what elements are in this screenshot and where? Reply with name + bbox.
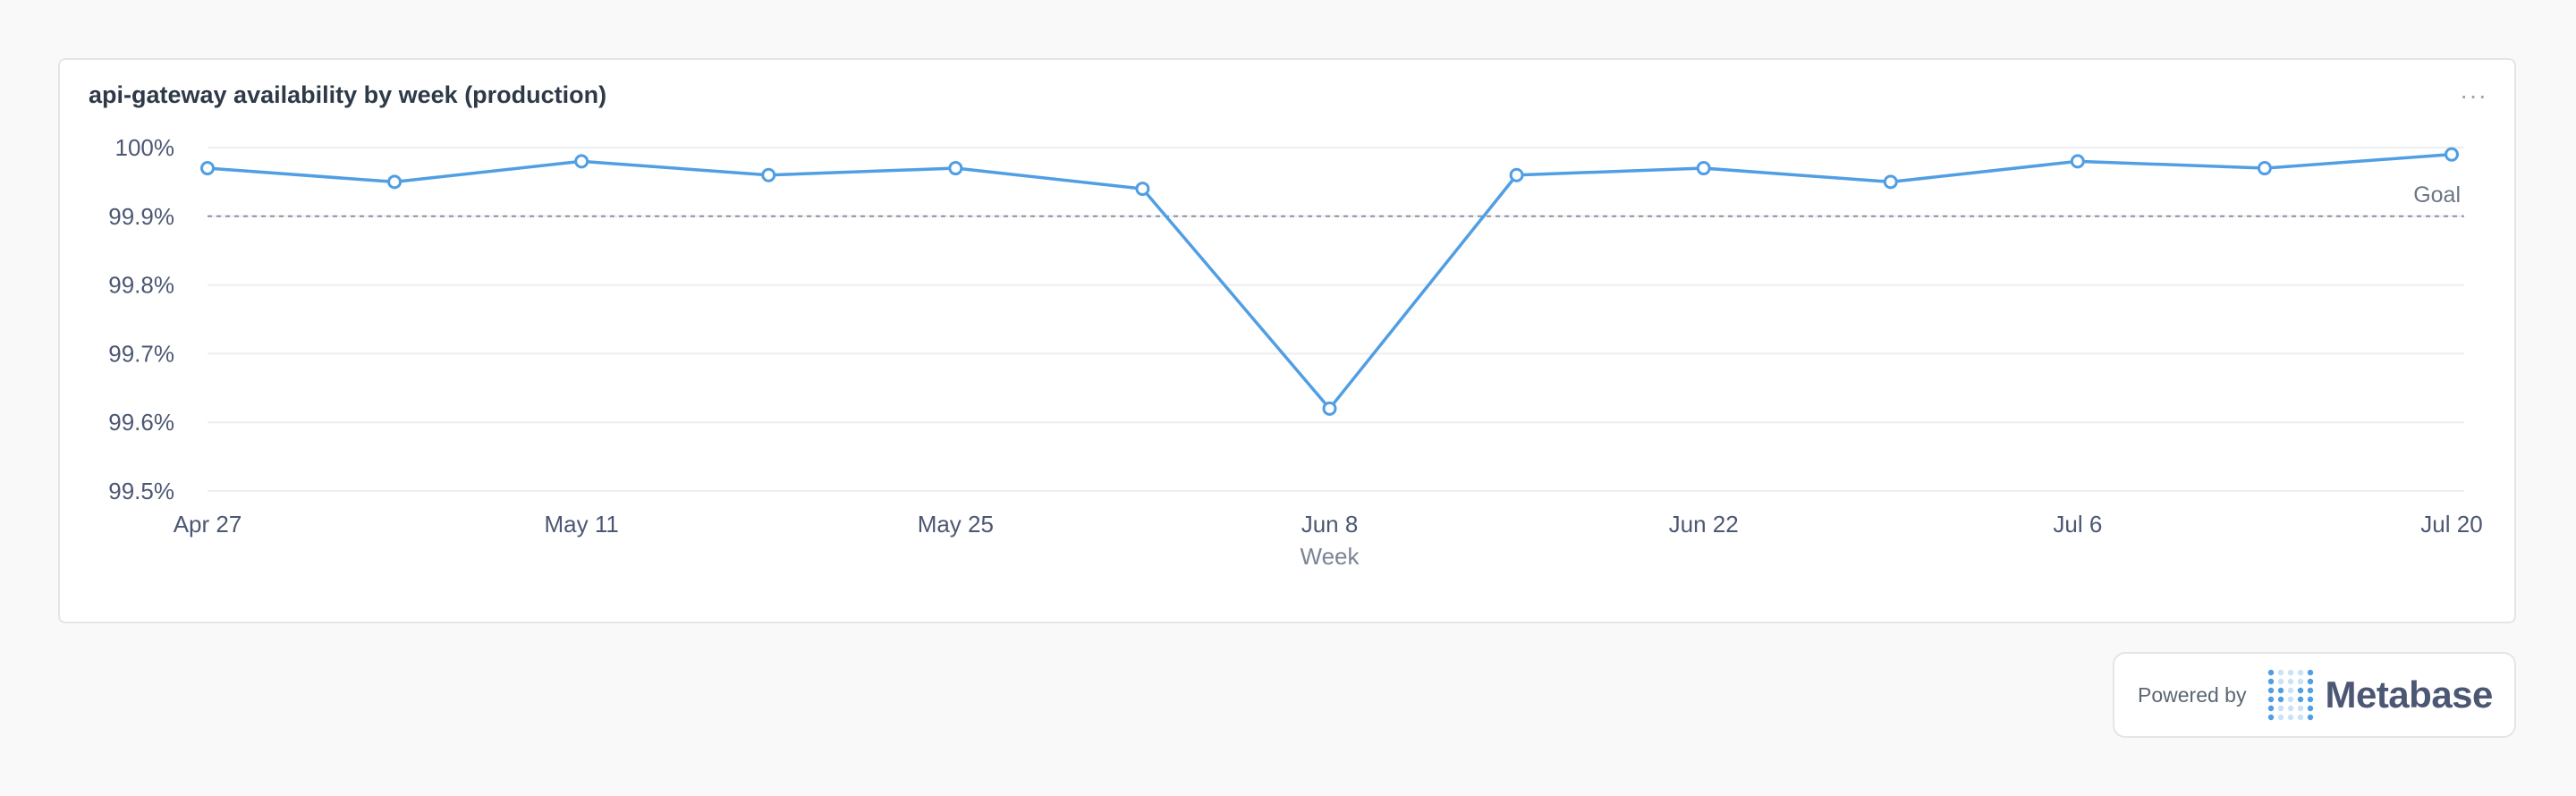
data-point (1322, 401, 1337, 416)
data-point (2070, 154, 2085, 169)
logo-dot (2308, 678, 2314, 685)
data-point (948, 161, 963, 176)
series-line (207, 152, 2453, 411)
logo-dot (2268, 669, 2275, 676)
y-tick-label: 99.9% (108, 203, 174, 230)
data-point (1509, 167, 1524, 182)
line-chart: 99.5% 99.6% 99.7% 99.8% 99.9% 100% Goal Apr 27 M… (108, 134, 2482, 570)
logo-dot (2288, 687, 2294, 694)
logo-dot (2288, 705, 2294, 712)
logo-dot (2278, 678, 2284, 685)
x-tick-label: Jul 6 (2053, 511, 2102, 538)
logo-dot (2288, 678, 2294, 685)
logo-dot (2298, 714, 2304, 721)
logo-dot (2298, 687, 2304, 694)
logo-dot (2298, 705, 2304, 712)
data-point (761, 167, 776, 182)
data-point (387, 174, 402, 190)
data-point (574, 154, 589, 169)
data-point (2445, 147, 2459, 162)
logo-dot (2268, 714, 2275, 721)
logo-dot (2298, 669, 2304, 676)
logo-dot (2308, 714, 2314, 721)
logo-dot (2288, 696, 2294, 703)
chart-card: api-gateway availability by week (produc… (58, 58, 2516, 623)
y-tick-label: 99.7% (108, 340, 174, 367)
logo-dot (2308, 696, 2314, 703)
goal-label: Goal (2413, 182, 2461, 207)
logo-dot (2278, 696, 2284, 703)
x-tick-label: Jun 8 (1301, 511, 1359, 538)
brand-name: Metabase (2325, 673, 2493, 716)
logo-dot (2298, 696, 2304, 703)
y-tick-label: 100% (115, 134, 175, 161)
data-point (1696, 161, 1711, 176)
metabase-logo-icon (2268, 669, 2314, 721)
y-tick-label: 99.8% (108, 272, 174, 299)
x-tick-label: May 11 (544, 511, 618, 538)
logo-dot (2278, 705, 2284, 712)
logo-dot (2268, 687, 2275, 694)
logo-dot (2308, 687, 2314, 694)
logo-dot (2278, 669, 2284, 676)
x-tick-label: Jun 22 (1669, 511, 1739, 538)
powered-by-badge[interactable]: Powered by Metabase (2113, 652, 2516, 738)
x-tick-label: May 25 (918, 511, 994, 538)
x-tick-label: Jul 20 (2420, 511, 2482, 538)
x-axis-label: Week (1301, 543, 1360, 570)
logo-dot (2308, 705, 2314, 712)
data-point (2257, 161, 2272, 176)
logo-dot (2308, 669, 2314, 676)
data-point (1883, 174, 1898, 190)
card-title[interactable]: api-gateway availability by week (produc… (89, 81, 607, 108)
logo-dot (2268, 678, 2275, 685)
powered-by-text: Powered by (2138, 682, 2247, 707)
y-tick-label: 99.6% (108, 409, 174, 436)
y-tick-label: 99.5% (108, 478, 174, 504)
more-options-icon[interactable]: ··· (2460, 81, 2487, 109)
logo-dot (2288, 714, 2294, 721)
x-tick-label: Apr 27 (174, 511, 242, 538)
logo-dot (2298, 678, 2304, 685)
logo-dot (2278, 714, 2284, 721)
logo-dot (2278, 687, 2284, 694)
logo-dot (2268, 705, 2275, 712)
data-point (1135, 182, 1150, 197)
logo-dot (2268, 696, 2275, 703)
logo-dot (2288, 669, 2294, 676)
data-point (200, 161, 215, 176)
